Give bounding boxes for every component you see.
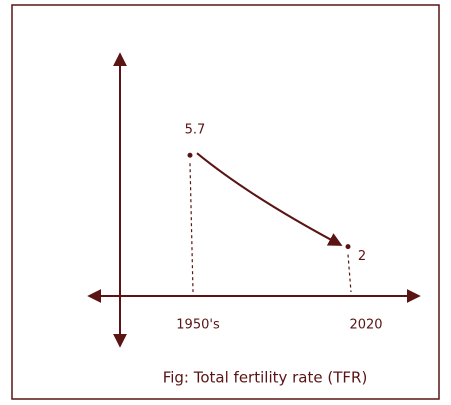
point	[187, 152, 193, 158]
value-label: 5.7	[185, 123, 206, 138]
trend-arrow	[196, 152, 343, 246]
frame	[11, 4, 440, 400]
x-tick-label: 1950's	[176, 318, 220, 333]
value-label: 2	[358, 249, 366, 264]
x-tick-label: 2020	[349, 318, 382, 333]
drop-line	[189, 163, 194, 293]
drop-line	[347, 254, 352, 293]
chart-title: Fig: Total fertility rate (TFR)	[163, 369, 368, 387]
point	[345, 244, 351, 250]
